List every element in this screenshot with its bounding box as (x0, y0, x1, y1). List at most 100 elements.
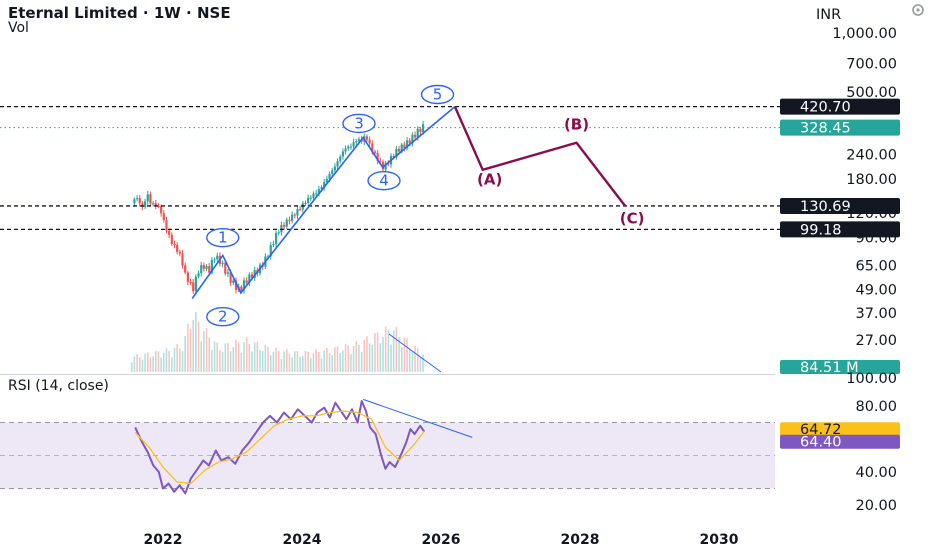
price-level-label: 328.45 (800, 121, 851, 137)
volume-bar (323, 350, 325, 372)
rsi-trendline[interactable] (362, 398, 473, 438)
volume-bar (342, 350, 344, 372)
volume-bar (219, 350, 221, 372)
time-axis[interactable]: 2022 2024 2026 2028 2030 (144, 532, 739, 548)
candle-body (250, 274, 254, 278)
volume-bar (272, 351, 275, 372)
price-axis-tick: 27.00 (855, 333, 897, 349)
time-axis-tick: 2026 (422, 532, 461, 548)
wave-label-circle[interactable] (206, 227, 240, 248)
candle-body (288, 219, 291, 221)
settings-icon[interactable] (912, 4, 924, 16)
candle-body (408, 140, 411, 144)
candle-body (170, 234, 173, 244)
candle-body (184, 265, 187, 273)
price-axis-tick: 90.00 (855, 231, 897, 247)
candle-body (339, 156, 342, 162)
price-axis[interactable]: 1,000.00 700.00 500.00 240.00 180.00 120.00 90… (780, 26, 900, 514)
correction-wave-line[interactable] (453, 106, 627, 207)
wave-label-5: 5 (433, 86, 443, 104)
wave-label-b: (B) (564, 116, 589, 134)
impulse-wave-line[interactable] (191, 105, 456, 299)
candle-body (419, 128, 422, 133)
candle-body (194, 276, 197, 292)
volume-bar (368, 343, 371, 372)
volume-bar (318, 351, 320, 372)
rsi-value-label: 64.40 (800, 435, 842, 451)
volume-bar (384, 326, 387, 372)
horizontal-levels[interactable]: 420.70 328.45 130.69 99.18 (0, 98, 900, 239)
volume-bar (221, 351, 224, 372)
volume-bar (141, 359, 144, 372)
rsi-ma-line (134, 410, 425, 485)
candle-body (328, 173, 331, 179)
volume-bar (312, 353, 315, 372)
volume-bar (133, 356, 136, 372)
rsi-value-badge[interactable] (780, 422, 900, 437)
volume-bar (285, 349, 288, 372)
price-level-badge[interactable] (780, 197, 900, 214)
volume-badge[interactable] (780, 360, 900, 374)
volume-bar (376, 332, 379, 372)
volume-trendline[interactable] (388, 333, 442, 373)
volume-bar (360, 351, 363, 372)
candle-body (149, 194, 152, 204)
volume-bar (138, 357, 141, 372)
volume-bar (398, 337, 400, 372)
volume-bar (344, 343, 347, 372)
volume-bar (248, 343, 251, 372)
price-level-badge[interactable] (780, 221, 900, 238)
candle-body (189, 281, 192, 283)
volume-badge-label: 84.51 M (800, 360, 859, 376)
candle-body (141, 203, 144, 207)
candle-body (157, 205, 160, 207)
rsi-axis-tick-top: 100.00 (846, 371, 897, 387)
candle-body (192, 282, 195, 292)
candle-body (368, 139, 371, 144)
volume-bar (296, 350, 299, 372)
candle-body (416, 128, 419, 138)
volume-bar (211, 349, 213, 372)
volume-bar (387, 329, 390, 372)
volume-bar (189, 328, 192, 372)
wave-label-3: 3 (354, 114, 364, 132)
candle-body (253, 270, 256, 278)
candle-body (291, 214, 294, 221)
candle-body (282, 224, 286, 227)
wave-label-a: (A) (477, 171, 502, 189)
candle-body (411, 134, 414, 144)
wave-label-circle[interactable] (342, 113, 376, 134)
price-level-badge[interactable] (780, 119, 900, 136)
price-axis-tick: 500.00 (846, 85, 897, 101)
volume-bars (130, 311, 442, 373)
time-axis-tick: 2030 (700, 532, 739, 548)
candle-body (274, 232, 278, 244)
wave-label-circle[interactable] (367, 170, 401, 191)
volume-bar (168, 350, 170, 372)
volume-bar (253, 342, 256, 372)
candle-body (307, 197, 310, 203)
wave-label-circle[interactable] (206, 307, 240, 327)
candle-body (349, 146, 353, 148)
candle-body (210, 259, 214, 273)
volume-bar (261, 351, 264, 372)
candle-body (160, 206, 163, 214)
wave-label-circle[interactable] (420, 84, 455, 105)
volume-bar (130, 362, 133, 372)
volume-bar (243, 342, 245, 372)
rsi-value-badge[interactable] (780, 434, 900, 449)
volume-bar (251, 351, 253, 372)
volume-bar (352, 346, 355, 372)
candle-body (178, 251, 181, 254)
wave-label-4: 4 (379, 172, 389, 190)
volume-bar (256, 341, 259, 372)
price-level-badge[interactable] (780, 98, 900, 115)
volume-bar (227, 343, 229, 372)
price-level-label: 420.70 (800, 100, 851, 116)
volume-bar (200, 341, 203, 372)
volume-bar (326, 348, 328, 372)
candle-body (138, 198, 141, 204)
volume-bar (160, 357, 162, 372)
elliott-waves[interactable]: 1 2 3 4 5 (A) (B) (C) (191, 84, 644, 327)
